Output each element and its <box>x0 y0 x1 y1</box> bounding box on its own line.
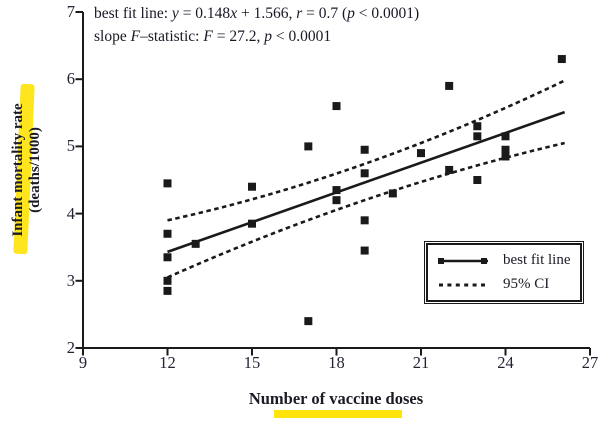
scatter-point <box>501 145 510 154</box>
scatter-point <box>473 176 482 184</box>
scatter-point <box>248 219 256 228</box>
x-tick-label: 27 <box>581 353 599 372</box>
y-tick-label: 7 <box>66 2 75 21</box>
scatter-point <box>360 169 369 178</box>
highlight-mark-xlabel <box>274 410 402 418</box>
scatter-point <box>332 186 341 195</box>
legend-label-best-fit-line: best fit line <box>503 252 571 268</box>
scatter-point <box>557 55 566 64</box>
scatter-point <box>360 216 369 225</box>
scatter-point <box>501 152 510 161</box>
scatter-point <box>163 179 172 188</box>
scatter-point <box>417 149 425 158</box>
legend-dashed-line-sample <box>439 283 485 286</box>
y-axis-title-line1: Infant mortality rate <box>10 103 26 237</box>
legend-item-best-fit-line: best fit line <box>437 250 571 271</box>
x-tick-label: 12 <box>159 353 176 372</box>
scatter-point <box>388 189 397 198</box>
legend-label-95-ci: 95% CI <box>503 276 550 292</box>
legend-solid-line-sample <box>438 257 488 264</box>
scatter-point <box>163 276 172 285</box>
x-tick-label: 18 <box>328 353 345 372</box>
scatter-point <box>501 132 510 141</box>
scatter-point <box>248 182 256 191</box>
annotation-block: best fit line: y = 0.148x + 1.566, r = 0… <box>94 2 419 48</box>
scatter-point <box>163 229 172 238</box>
ci-upper-line <box>167 79 566 222</box>
scatter-point <box>445 165 454 174</box>
scatter-point <box>304 317 313 326</box>
annotation-line: slope F–statistic: F = 27.2, p < 0.0001 <box>94 28 332 45</box>
y-tick-label: 4 <box>66 203 75 223</box>
annotation-line: best fit line: y = 0.148x + 1.566, r = 0… <box>94 5 420 22</box>
x-axis-title: Number of vaccine doses <box>248 389 424 408</box>
x-tick-label: 21 <box>412 353 430 372</box>
y-tick-label: 2 <box>66 338 75 357</box>
x-tick-label: 9 <box>78 353 88 372</box>
x-tick-label: 15 <box>243 353 261 372</box>
scatter-point <box>473 122 482 131</box>
legend-inner: best fit line 95% CI <box>426 243 582 302</box>
x-tick-label: 24 <box>497 353 514 372</box>
scatter-point <box>360 246 369 255</box>
scatter-point <box>332 196 341 205</box>
best-fit-line <box>167 110 566 254</box>
scatter-point <box>360 145 369 154</box>
y-tick-label: 3 <box>66 270 75 290</box>
scatter-point <box>163 286 172 295</box>
scatter-point <box>163 253 172 262</box>
scatter-point <box>473 132 482 141</box>
scatter-point <box>304 142 313 151</box>
ci-lower-line <box>166 141 565 279</box>
legend-box: best fit line 95% CI <box>424 241 584 304</box>
scatter-point <box>191 239 200 248</box>
y-tick-label: 5 <box>66 136 75 156</box>
y-tick-label: 6 <box>66 69 75 89</box>
y-axis-title: Infant mortality rate (deaths/1000) <box>10 20 44 320</box>
scatter-point <box>445 81 454 90</box>
scatter-point <box>332 102 341 111</box>
legend-item-95-ci: 95% CI <box>437 274 571 295</box>
y-axis-title-line2: (deaths/1000) <box>27 127 43 213</box>
